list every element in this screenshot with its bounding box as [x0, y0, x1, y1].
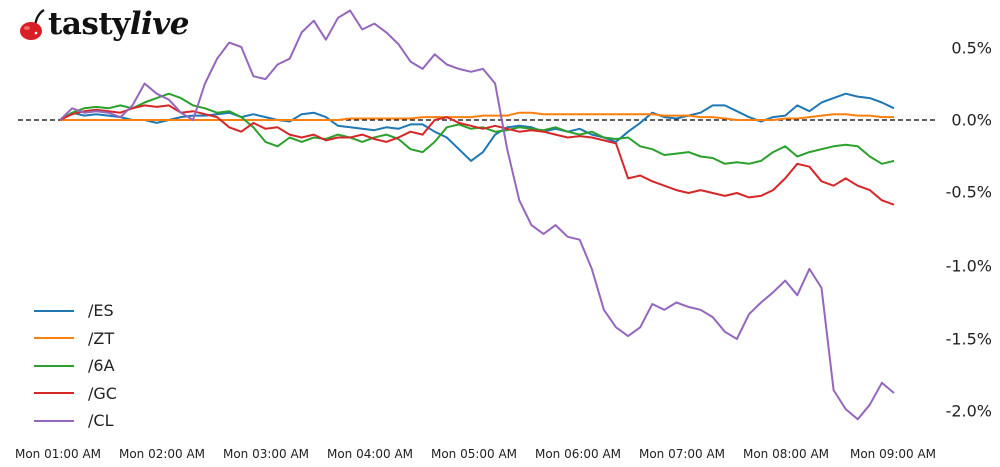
- legend-item-zt: /ZT: [34, 325, 117, 353]
- legend-item-gc: /GC: [34, 380, 117, 408]
- y-tick-label: -1.5%: [945, 329, 992, 349]
- cherry-icon: [20, 9, 45, 40]
- legend-swatch-cl: [34, 419, 74, 422]
- legend-item-6a: /6A: [34, 352, 117, 380]
- y-tick-label: -2.0%: [945, 401, 992, 421]
- legend-label-6a: /6A: [88, 356, 115, 376]
- series-line-6a: [59, 92, 895, 165]
- x-tick-label: Mon 08:00 AM: [742, 447, 830, 461]
- x-tick-label: Mon 04:00 AM: [326, 447, 414, 461]
- legend-label-zt: /ZT: [88, 328, 115, 348]
- y-tick-label: -0.5%: [945, 182, 992, 202]
- series-layer: [59, 9, 895, 421]
- legend-label-es: /ES: [88, 301, 114, 321]
- legend-swatch-zt: [34, 337, 74, 340]
- series-line-cl: [59, 9, 895, 421]
- y-tick-label: 0.5%: [951, 38, 992, 58]
- legend-label-gc: /GC: [88, 383, 117, 403]
- logo-text-regular: tasty: [48, 5, 130, 42]
- legend-swatch-gc: [34, 392, 74, 395]
- logo-text: tastylive: [48, 5, 190, 42]
- y-tick-label: -1.0%: [945, 256, 992, 276]
- x-tick-label: Mon 03:00 AM: [222, 447, 310, 461]
- x-tick-label: Mon 01:00 AM: [14, 447, 102, 461]
- legend-item-cl: /CL: [34, 407, 117, 435]
- legend-label-cl: /CL: [88, 411, 114, 431]
- legend-swatch-6a: [34, 364, 74, 367]
- x-tick-label: Mon 05:00 AM: [430, 447, 518, 461]
- x-tick-label: Mon 09:00 AM: [849, 447, 937, 461]
- y-tick-label: 0.0%: [951, 110, 992, 130]
- tastylive-logo: tastylive: [18, 4, 190, 44]
- logo-text-italic: live: [129, 5, 190, 42]
- x-tick-label: Mon 06:00 AM: [534, 447, 622, 461]
- legend-swatch-es: [34, 309, 74, 312]
- series-line-gc: [59, 104, 895, 206]
- legend-item-es: /ES: [34, 297, 117, 325]
- chart-legend: /ES /ZT /6A /GC /CL: [34, 297, 117, 435]
- x-tick-label: Mon 07:00 AM: [638, 447, 726, 461]
- x-tick-label: Mon 02:00 AM: [118, 447, 206, 461]
- series-line-zt: [60, 111, 894, 121]
